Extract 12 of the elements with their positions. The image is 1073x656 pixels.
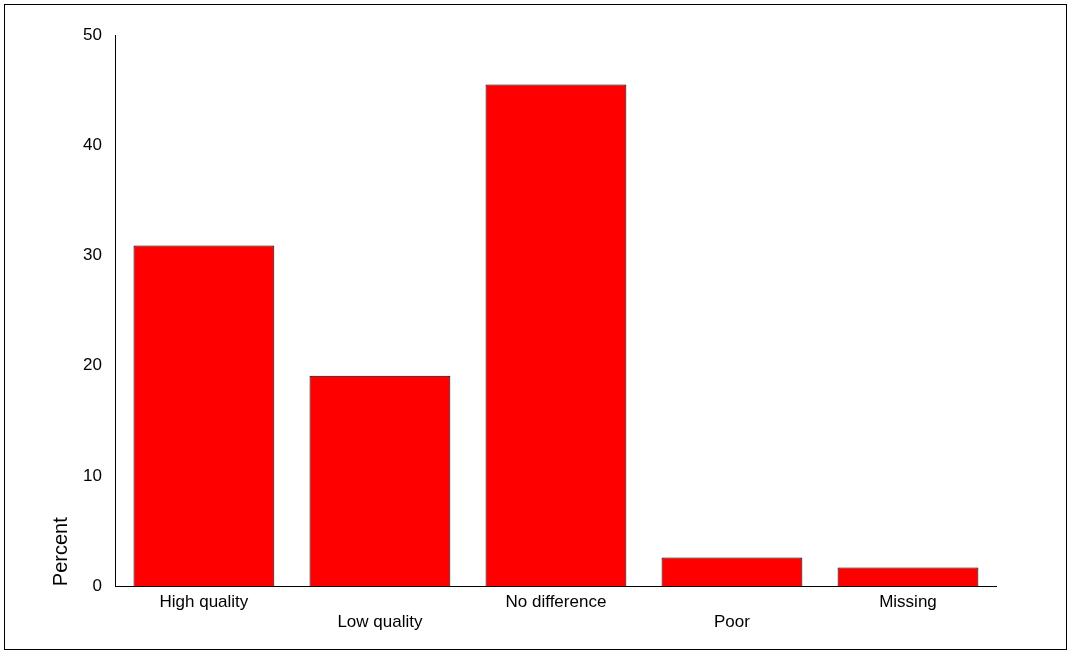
x-tick-label: Poor <box>714 612 751 632</box>
y-tick-label: 10 <box>82 465 102 485</box>
y-tick-label: 40 <box>82 134 102 154</box>
y-tick-label: 50 <box>82 24 102 44</box>
y-tick-label: 20 <box>82 355 102 375</box>
x-tick-label: High quality <box>159 592 249 612</box>
y-axis-title: Percent <box>48 516 71 587</box>
x-tick-label: No difference <box>505 592 607 612</box>
x-tick-label: Low quality <box>337 612 423 632</box>
x-tick-label: Missing <box>879 592 937 612</box>
y-tick-label: 30 <box>82 245 102 265</box>
y-tick-label: 0 <box>92 575 102 595</box>
